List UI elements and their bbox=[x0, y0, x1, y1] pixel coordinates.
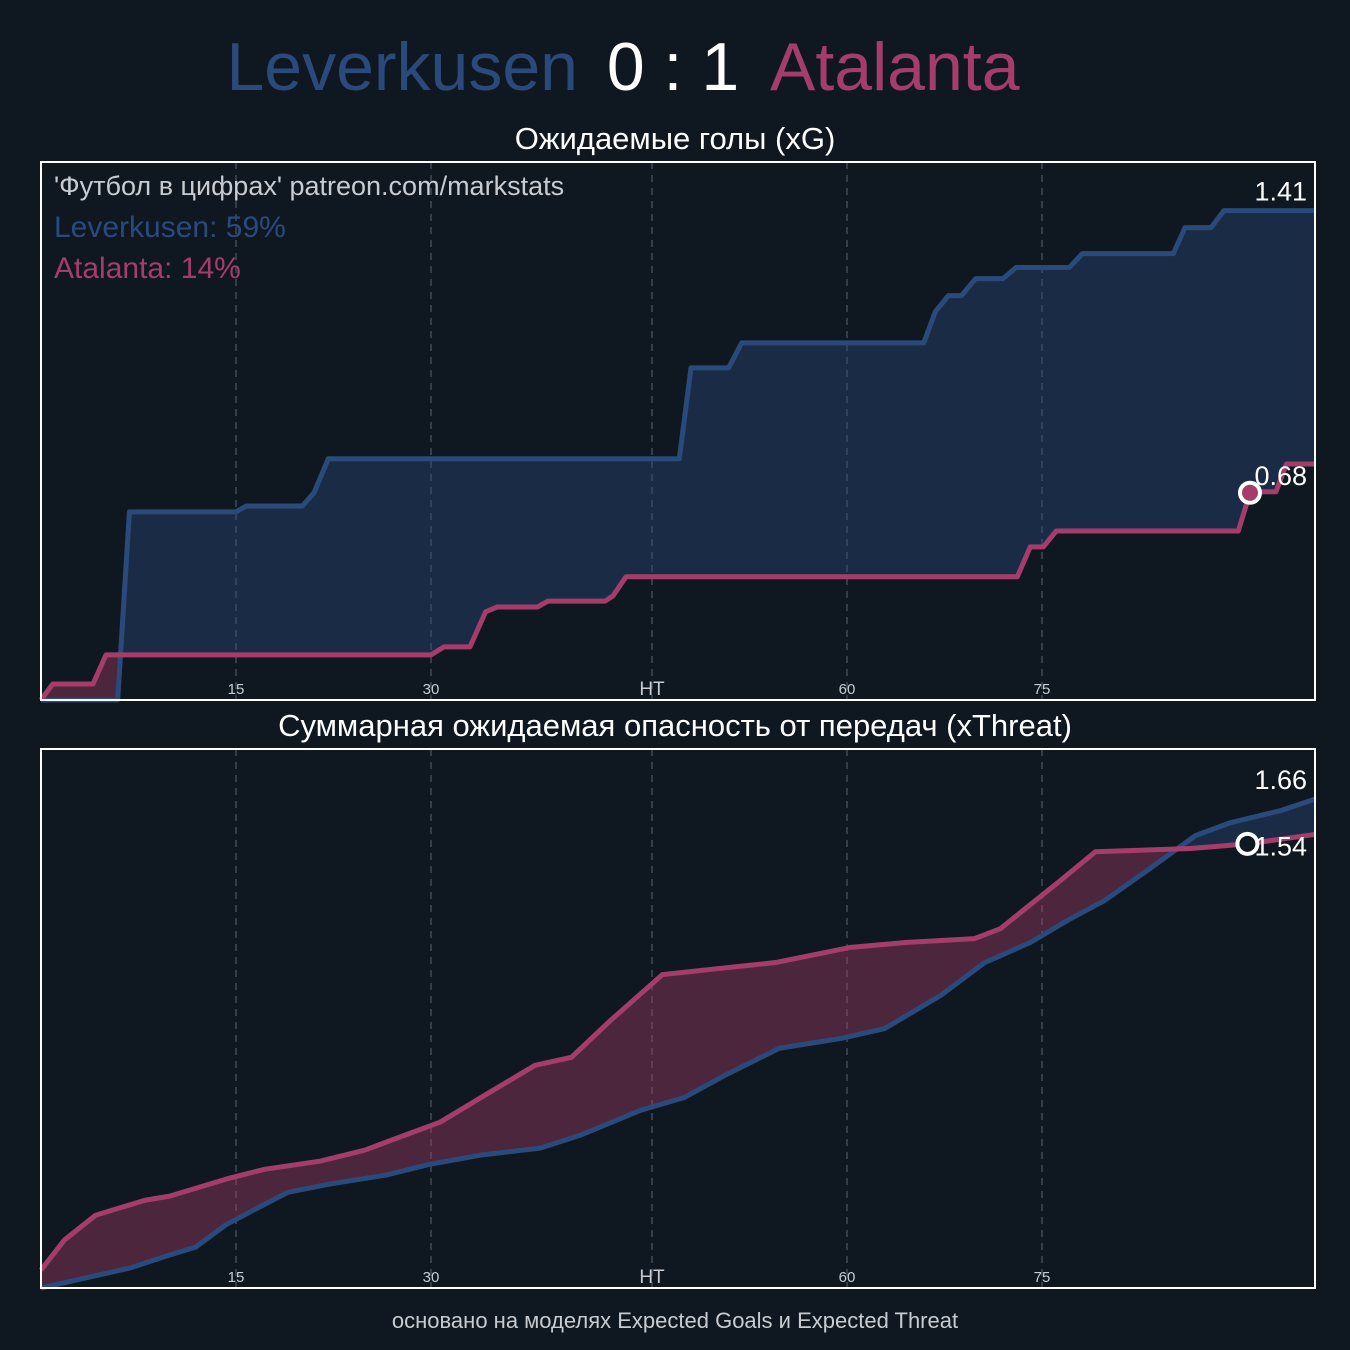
chart-title: Ожидаемые голы (xG) bbox=[515, 121, 836, 156]
end-value-label: 0.68 bbox=[1254, 461, 1307, 491]
goal-marker bbox=[1238, 480, 1262, 505]
annotation: Atalanta: 14% bbox=[54, 252, 241, 285]
x-tick-label: 60 bbox=[839, 1269, 856, 1286]
x-tick-label: 75 bbox=[1034, 681, 1051, 698]
x-tick-label: 75 bbox=[1034, 1269, 1051, 1286]
line bbox=[40, 796, 1316, 1291]
area-between bbox=[41, 210, 1315, 700]
line bbox=[39, 831, 1316, 1272]
end-value-label: 1.66 bbox=[1254, 765, 1307, 795]
x-tick-label: 15 bbox=[228, 1269, 245, 1286]
x-tick-label: 15 bbox=[228, 681, 245, 698]
x-tick-label: HT bbox=[639, 679, 665, 700]
chart-title: Суммарная ожидаемая опасность от передач… bbox=[278, 708, 1072, 743]
x-tick-label: 30 bbox=[423, 1269, 440, 1286]
annotation: 'Футбол в цифрах' patreon.com/markstats bbox=[54, 171, 564, 201]
home-team: Leverkusen bbox=[226, 29, 578, 105]
end-value-label: 1.41 bbox=[1254, 177, 1307, 207]
annotation: Leverkusen: 59% bbox=[54, 211, 286, 244]
x-tick-label: 60 bbox=[839, 681, 856, 698]
score: 0 : 1 bbox=[607, 29, 739, 105]
goal-marker bbox=[1235, 831, 1260, 856]
x-tick-label: 30 bbox=[423, 681, 440, 698]
line bbox=[41, 208, 1315, 703]
plot-frame bbox=[40, 161, 1316, 701]
area-between bbox=[41, 834, 1315, 1288]
away-team: Atalanta bbox=[770, 29, 1020, 105]
plot-frame bbox=[40, 748, 1316, 1289]
x-tick-label: HT bbox=[639, 1267, 665, 1288]
footer: основано на моделях Expected Goals и Exp… bbox=[392, 1308, 958, 1333]
end-value-label: 1.54 bbox=[1254, 832, 1307, 862]
